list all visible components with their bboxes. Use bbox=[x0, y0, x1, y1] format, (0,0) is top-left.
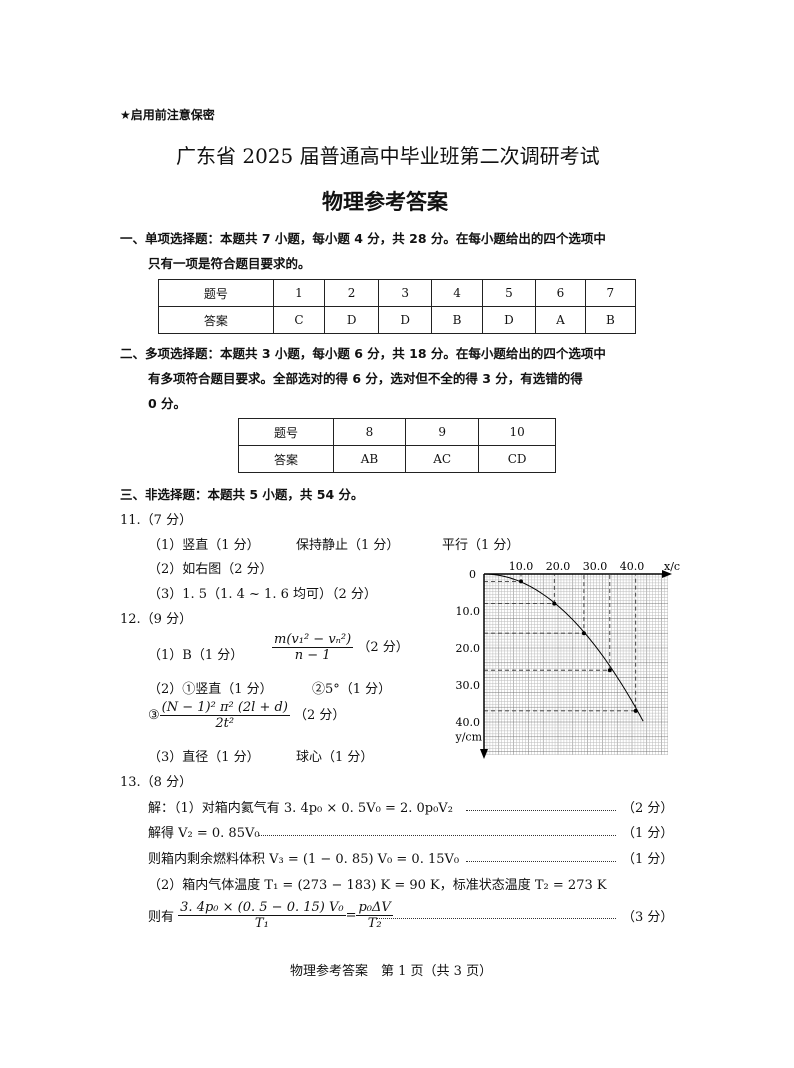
table-cell: 3 bbox=[377, 279, 433, 307]
table-cell: 4 bbox=[431, 279, 483, 307]
x-tick-label: 40.0 bbox=[620, 560, 645, 573]
q12-2b: ②5°（1 分） bbox=[312, 682, 392, 697]
table-cell: 10 bbox=[478, 418, 556, 446]
q13-l3: 则箱内剩余燃料体积 V₃ = (1 − 0. 85) V₀ = 0. 15V₀ bbox=[148, 852, 460, 867]
table-cell: B bbox=[584, 306, 637, 334]
formula-4: p₀ΔV T₂ bbox=[356, 900, 393, 931]
numerator: (N − 1)² π² (2l + d) bbox=[159, 700, 290, 716]
table-cell: C bbox=[272, 306, 326, 334]
q11-1c: 平行（1 分） bbox=[442, 538, 520, 553]
data-point-3 bbox=[581, 631, 586, 636]
q11-1a: （1）竖直（1 分） bbox=[148, 538, 260, 553]
table-cell: 5 bbox=[481, 279, 537, 307]
row-label: 答案 bbox=[238, 445, 334, 473]
table-cell: AC bbox=[404, 445, 480, 473]
q13-s5: （3 分） bbox=[622, 910, 674, 925]
answer-table-1: 题号 1 2 3 4 5 6 7 答案 C D D B D A B bbox=[158, 279, 637, 334]
q11-1b: 保持静止（1 分） bbox=[296, 538, 400, 553]
x-tick-label: 30.0 bbox=[583, 560, 608, 573]
q13-s2: （1 分） bbox=[622, 826, 674, 841]
y-tick-label: 40.0 bbox=[456, 716, 481, 729]
s2-line3: 0 分。 bbox=[148, 396, 187, 411]
q12-1a: （1）B（1 分） bbox=[148, 648, 244, 663]
s2-line1: 二、多项选择题：本题共 3 小题，每小题 6 分，共 18 分。在每小题给出的四… bbox=[120, 346, 606, 361]
guide-line bbox=[484, 574, 611, 671]
table-cell: 7 bbox=[584, 279, 637, 307]
table-cell: D bbox=[377, 306, 433, 334]
row-label: 题号 bbox=[238, 418, 334, 446]
x-tick-label: 20.0 bbox=[546, 560, 571, 573]
q12-4b: 球心（1 分） bbox=[296, 750, 374, 765]
numerator: 3. 4p₀ × (0. 5 − 0. 15) V₀ bbox=[178, 900, 346, 916]
data-point-5 bbox=[633, 708, 638, 713]
y-axis-label: y/cm bbox=[454, 731, 482, 744]
s1-line1: 一、单项选择题：本题共 7 小题，每小题 4 分，共 28 分。在每小题给出的四… bbox=[120, 231, 606, 246]
q12-3b: （2 分） bbox=[294, 708, 346, 723]
circle-3: ③ bbox=[148, 708, 160, 723]
numerator: p₀ΔV bbox=[356, 900, 393, 916]
q13-l1: 解：（1）对箱内氦气有 3. 4p₀ × 0. 5V₀ = 2. 0p₀V₂ bbox=[148, 801, 453, 816]
q13-l2: 解得 V₂ = 0. 85V₀ bbox=[148, 826, 260, 841]
answer-table-2: 题号 8 9 10 答案 AB AC CD bbox=[238, 418, 556, 473]
y-axis-arrow bbox=[480, 749, 488, 759]
table-cell: B bbox=[431, 306, 483, 334]
y-tick-label: 10.0 bbox=[456, 605, 481, 618]
formula-3: 3. 4p₀ × (0. 5 − 0. 15) V₀ T₁ bbox=[178, 900, 346, 931]
formula-2: (N − 1)² π² (2l + d) 2t² bbox=[159, 700, 290, 731]
origin-label: 0 bbox=[469, 568, 476, 581]
q13-s3: （1 分） bbox=[622, 852, 674, 867]
trajectory-curve bbox=[483, 573, 644, 722]
denominator: T₂ bbox=[367, 916, 382, 931]
q12-head: 12.（9 分） bbox=[120, 612, 193, 627]
y-tick-label: 30.0 bbox=[456, 679, 481, 692]
q12-2a: （2）①竖直（1 分） bbox=[148, 682, 273, 697]
q13-l5: 则有 bbox=[148, 910, 175, 925]
q13-s1: （2 分） bbox=[622, 801, 674, 816]
table-cell: AB bbox=[332, 445, 406, 473]
y-tick-label: 20.0 bbox=[456, 642, 481, 655]
exam-title: 广东省 2025 届普通高中毕业班第二次调研考试 bbox=[176, 144, 600, 168]
table-cell: 2 bbox=[324, 279, 379, 307]
equals: = bbox=[345, 908, 357, 923]
numerator: m(v₁² − vₙ²) bbox=[272, 632, 354, 648]
confidential-note: ★启用前注意保密 bbox=[120, 108, 215, 122]
s3-line1: 三、非选择题：本题共 5 小题，共 54 分。 bbox=[120, 487, 364, 502]
trajectory-chart: 10.0 20.0 30.0 40.0 10.0 20.0 30.0 40.0 0 x/cm y/c… bbox=[454, 560, 680, 759]
s1-line2: 只有一项是符合题目要求的。 bbox=[148, 256, 311, 271]
q12-4a: （3）直径（1 分） bbox=[148, 750, 260, 765]
denominator: 2t² bbox=[215, 716, 235, 731]
data-point-2 bbox=[552, 601, 557, 606]
page-title: 物理参考答案 bbox=[322, 190, 448, 214]
formula-1: m(v₁² − vₙ²) n − 1 bbox=[272, 632, 354, 663]
x-tick-label: 10.0 bbox=[509, 560, 534, 573]
table-cell: 1 bbox=[272, 279, 326, 307]
table-cell: A bbox=[535, 306, 586, 334]
page-footer: 物理参考答案 第 1 页（共 3 页） bbox=[290, 964, 493, 979]
data-point-1 bbox=[519, 579, 523, 584]
q11-2: （2）如右图（2 分） bbox=[148, 562, 273, 577]
table-cell: 6 bbox=[535, 279, 586, 307]
row-label: 题号 bbox=[158, 279, 274, 307]
table-cell: CD bbox=[478, 445, 556, 473]
table-cell: 8 bbox=[332, 418, 406, 446]
x-axis-label: x/cm bbox=[664, 560, 680, 573]
q13-head: 13.（8 分） bbox=[120, 775, 193, 790]
guide-line bbox=[484, 574, 637, 712]
q13-l4: （2）箱内气体温度 T₁ = (273 − 183) K = 90 K，标准状态… bbox=[148, 878, 607, 893]
q12-1b: （2 分） bbox=[357, 640, 409, 655]
denominator: T₁ bbox=[254, 916, 269, 931]
data-point-4 bbox=[607, 668, 612, 673]
table-cell: 9 bbox=[404, 418, 480, 446]
row-label: 答案 bbox=[158, 306, 274, 334]
s2-line2: 有多项符合题目要求。全部选对的得 6 分，选对但不全的得 3 分，有选错的得 bbox=[148, 371, 583, 386]
q11-3: （3）1. 5（1. 4 ~ 1. 6 均可）（2 分） bbox=[148, 587, 377, 602]
table-cell: D bbox=[324, 306, 379, 334]
x-axis-arrow bbox=[662, 570, 672, 578]
table-cell: D bbox=[481, 306, 537, 334]
q11-head: 11.（7 分） bbox=[120, 513, 193, 528]
denominator: n − 1 bbox=[294, 648, 331, 663]
